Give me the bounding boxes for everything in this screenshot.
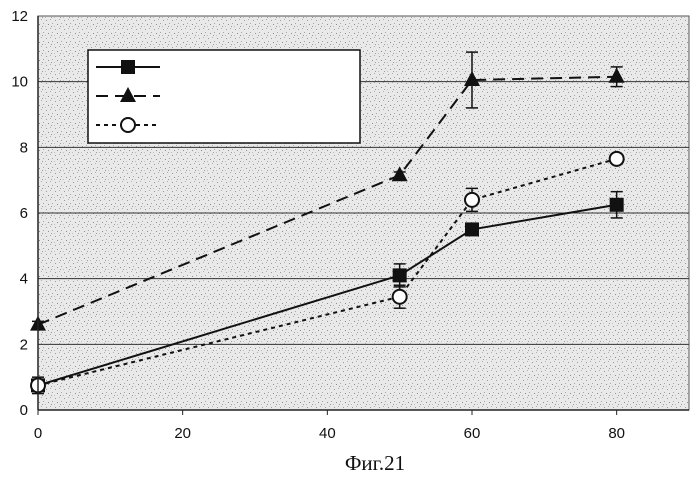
x-tick-label: 40: [319, 425, 336, 442]
x-tick-label: 0: [34, 425, 42, 442]
data-point-circle: [393, 290, 407, 304]
x-tick-label: 80: [608, 425, 625, 442]
y-tick-label: 0: [20, 402, 28, 419]
data-point-square: [393, 268, 407, 282]
legend: [88, 50, 360, 143]
x-tick-label: 60: [464, 425, 481, 442]
x-tick-label: 20: [174, 425, 191, 442]
y-tick-label: 6: [20, 205, 28, 222]
y-tick-label: 8: [20, 139, 28, 156]
data-point-square: [465, 222, 479, 236]
legend-marker-square: [121, 60, 135, 74]
y-tick-label: 2: [20, 336, 28, 353]
y-tick-label: 12: [11, 8, 28, 25]
y-tick-label: 4: [20, 271, 28, 288]
figure-caption: Фиг.21: [345, 451, 405, 475]
data-point-circle: [610, 152, 624, 166]
y-tick-label: 10: [11, 74, 28, 91]
legend-marker-circle: [121, 118, 135, 132]
data-point-square: [610, 198, 624, 212]
data-point-circle: [465, 193, 479, 207]
